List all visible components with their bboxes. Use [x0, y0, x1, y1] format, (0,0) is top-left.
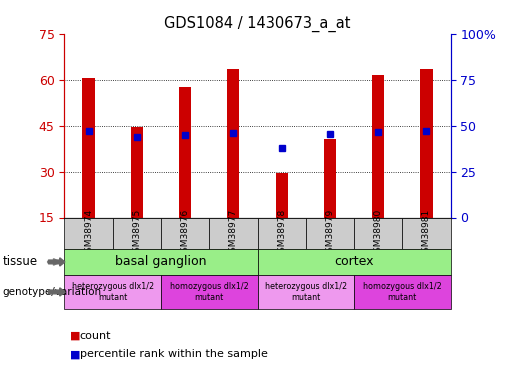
Bar	[64, 274, 161, 309]
Bar	[113, 217, 161, 249]
Bar	[372, 75, 384, 217]
Bar	[354, 217, 402, 249]
Bar	[258, 249, 451, 274]
Text: GSM38977: GSM38977	[229, 209, 238, 258]
Text: count: count	[80, 331, 111, 340]
Text: ■: ■	[70, 331, 80, 340]
Bar	[276, 173, 288, 217]
Bar	[209, 217, 258, 249]
Text: tissue: tissue	[3, 255, 38, 268]
Text: homozygous dlx1/2
mutant: homozygous dlx1/2 mutant	[170, 282, 249, 302]
Bar	[258, 274, 354, 309]
Bar	[402, 217, 451, 249]
Bar	[258, 217, 306, 249]
Title: GDS1084 / 1430673_a_at: GDS1084 / 1430673_a_at	[164, 16, 351, 32]
Text: basal ganglion: basal ganglion	[115, 255, 207, 268]
Bar	[161, 274, 258, 309]
Text: cortex: cortex	[334, 255, 374, 268]
Text: homozygous dlx1/2
mutant: homozygous dlx1/2 mutant	[363, 282, 442, 302]
Text: heterozygous dlx1/2
mutant: heterozygous dlx1/2 mutant	[265, 282, 347, 302]
Text: GSM38976: GSM38976	[181, 209, 190, 258]
Text: genotype/variation: genotype/variation	[3, 287, 101, 297]
Bar	[64, 217, 113, 249]
Bar	[420, 69, 433, 218]
Bar	[161, 217, 209, 249]
Text: GSM38978: GSM38978	[277, 209, 286, 258]
Text: GSM38974: GSM38974	[84, 209, 93, 258]
Text: GSM38980: GSM38980	[374, 209, 383, 258]
Bar	[131, 127, 143, 218]
Bar	[82, 78, 95, 218]
Bar	[64, 249, 258, 274]
Text: percentile rank within the sample: percentile rank within the sample	[80, 350, 268, 359]
Bar	[179, 87, 191, 218]
Text: GSM38981: GSM38981	[422, 209, 431, 258]
Bar	[306, 217, 354, 249]
Text: heterozygous dlx1/2
mutant: heterozygous dlx1/2 mutant	[72, 282, 153, 302]
Text: GSM38975: GSM38975	[132, 209, 141, 258]
Bar	[324, 140, 336, 218]
Bar	[354, 274, 451, 309]
Text: ■: ■	[70, 350, 80, 359]
Bar	[227, 69, 239, 218]
Text: GSM38979: GSM38979	[325, 209, 334, 258]
